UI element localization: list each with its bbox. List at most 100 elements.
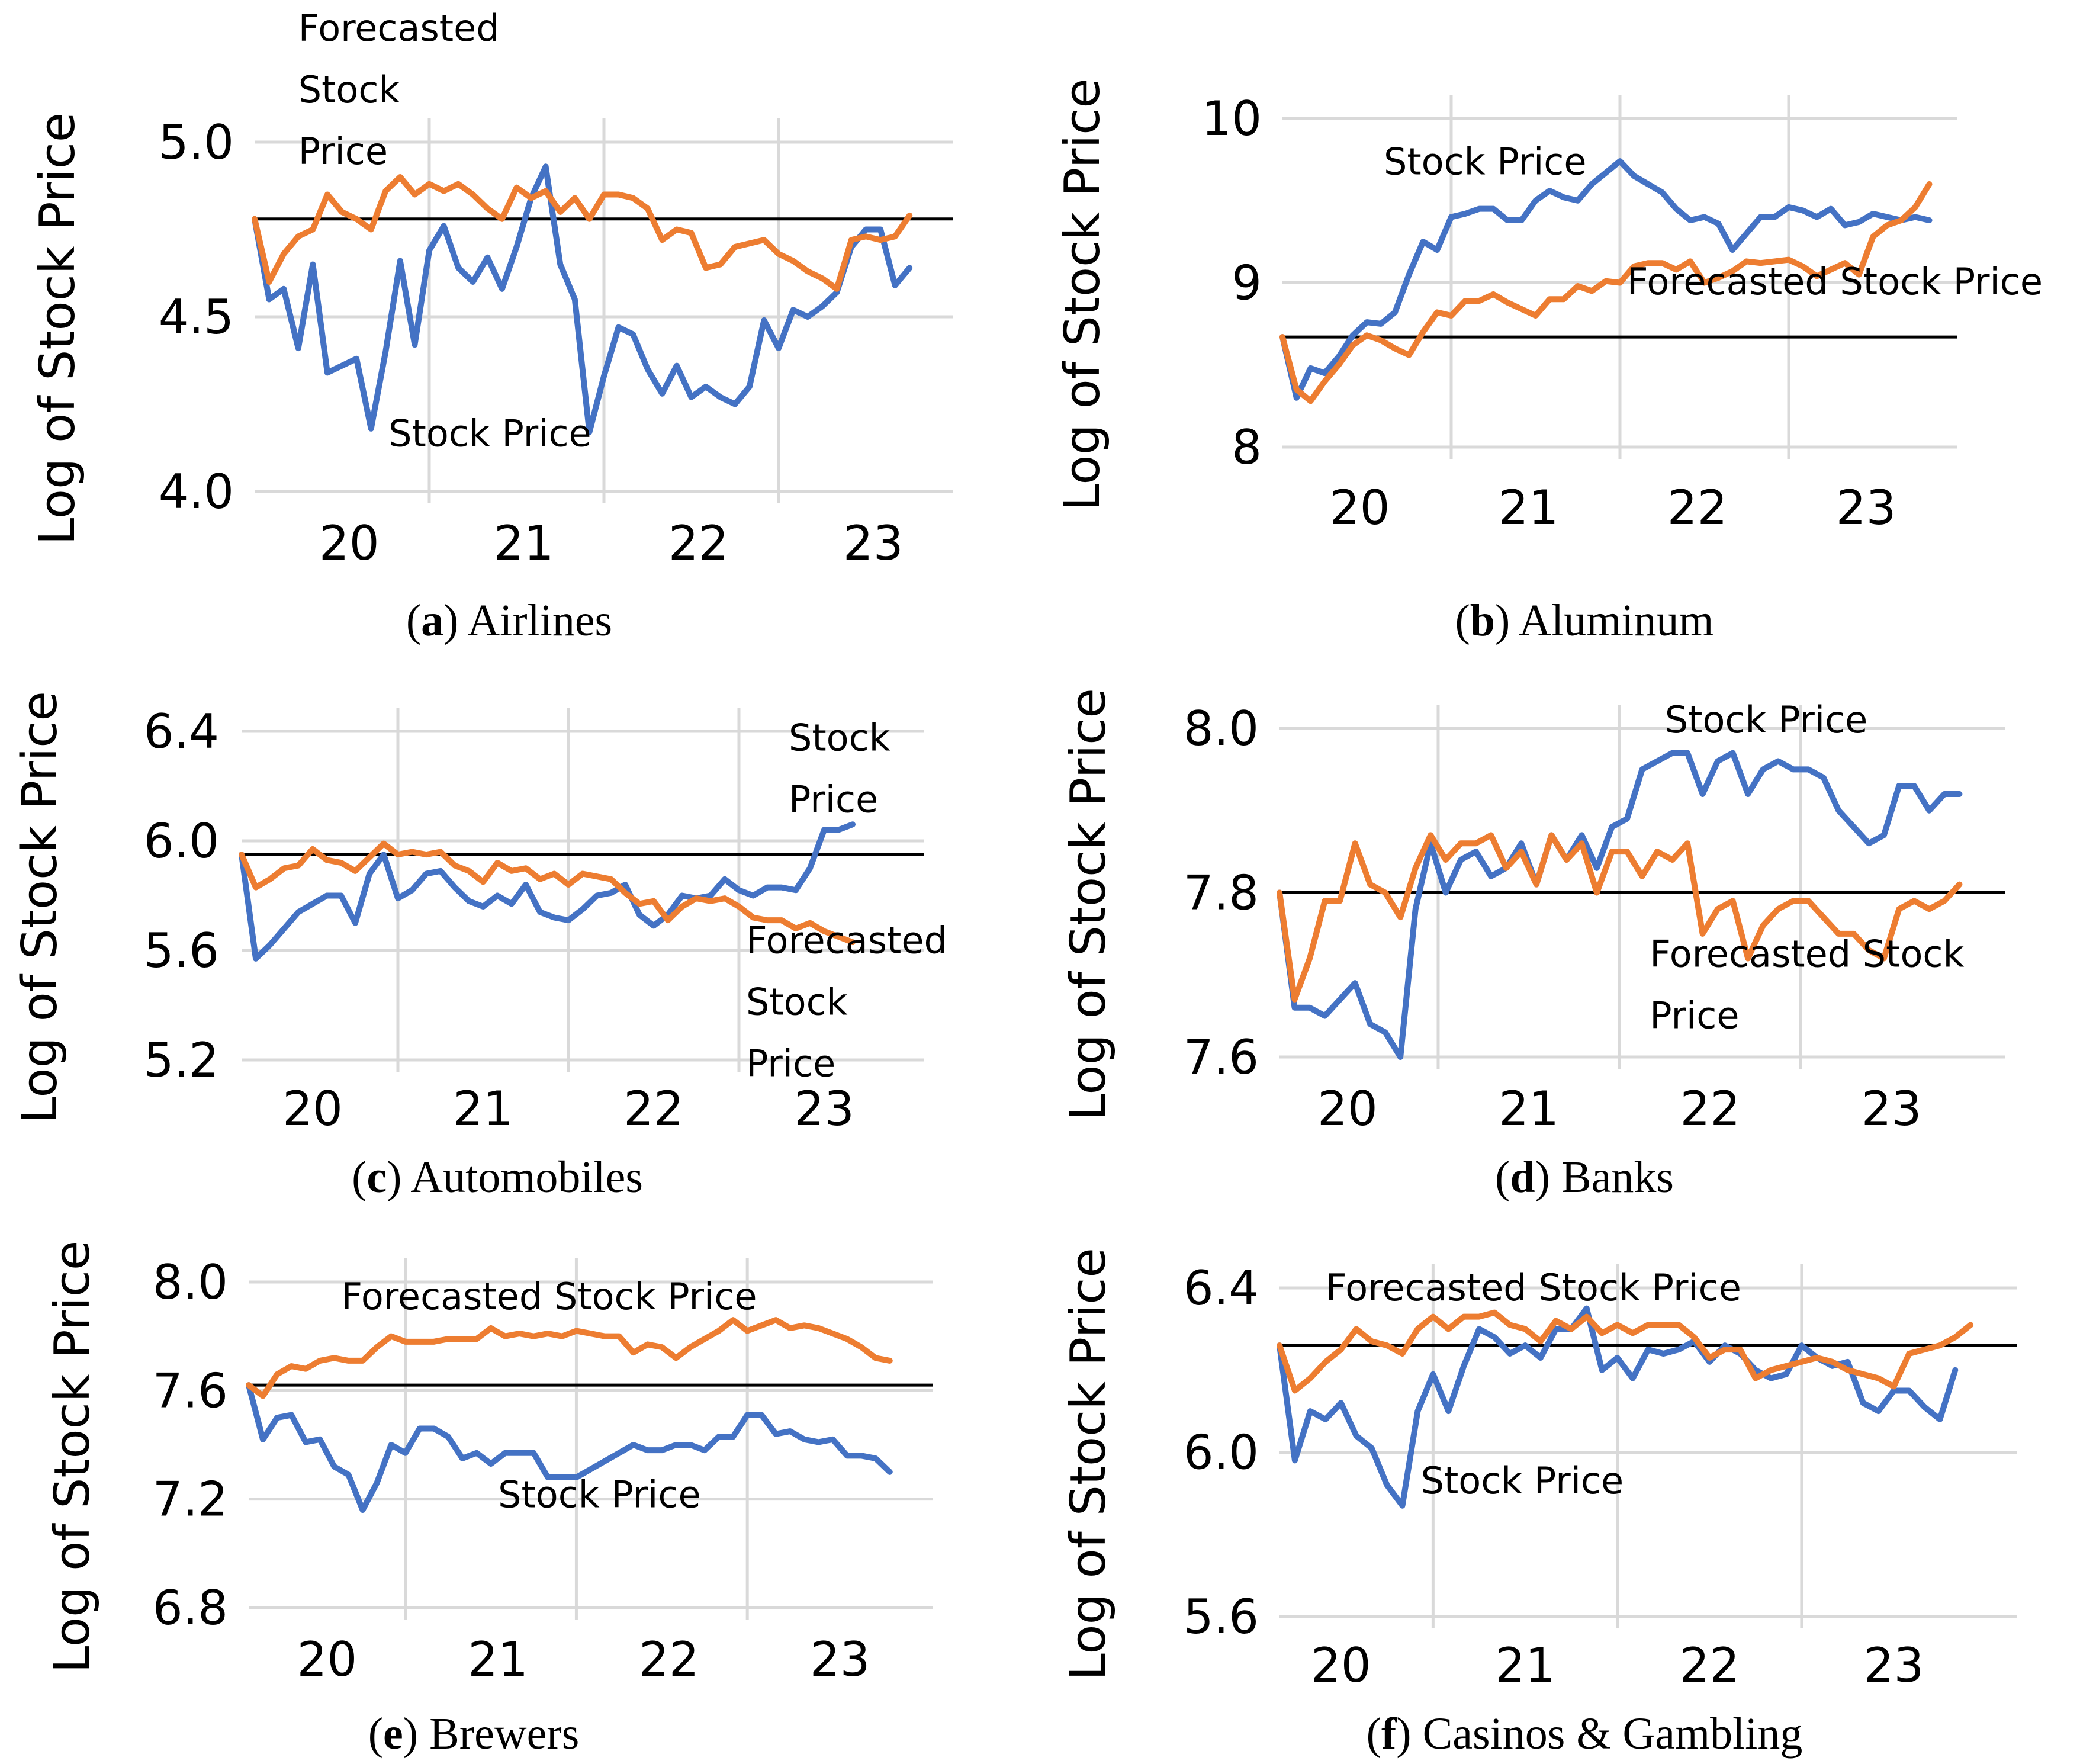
caption-letter: b [1470, 596, 1496, 645]
y-axis-title: Log of Stock Price [1060, 688, 1117, 1121]
x-tick-label: 23 [794, 1081, 854, 1136]
forecasted-stock-price-line [1277, 1309, 1974, 1394]
y-tick-label: 6.0 [144, 814, 219, 869]
annotation-stock-price: Stock Price [1384, 140, 1587, 183]
caption-title: Brewers [429, 1709, 580, 1759]
annotation-forecasted-stock-price: Forecasted [746, 919, 947, 962]
chart-panel-aluminum: 8 9 10 20 21 22 23 Log of Stock Price Stock Pric… [1040, 0, 2080, 645]
x-tick-label: 23 [1836, 480, 1896, 535]
x-tick-label: 21 [1499, 1081, 1559, 1136]
x-tick-label: 22 [623, 1081, 684, 1136]
x-tick-label: 23 [1862, 1081, 1922, 1136]
annotation-forecasted-stock-price: Stock [746, 981, 848, 1024]
chart-casinos-gambling-plot: 5.6 6.0 6.4 20 21 22 23 Log of Stock Price Forec… [1060, 1248, 2017, 1693]
caption-brewers: (e) Brewers [368, 1709, 580, 1759]
stock-price-line [1277, 750, 1963, 1060]
annotation-forecasted-stock-price: Forecasted Stock Price [1326, 1266, 1741, 1309]
y-axis-title: Log of Stock Price [12, 691, 68, 1124]
y-tick-label: 9 [1232, 256, 1262, 311]
chart-panel-banks: 7.6 7.8 8.0 20 21 22 23 Log of Stock Price Stock… [1040, 637, 2080, 1202]
y-tick-label: 4.5 [159, 290, 234, 345]
x-tick-label: 21 [453, 1081, 513, 1136]
chart-panel-casinos-gambling: 5.6 6.0 6.4 20 21 22 23 Log of Stock Price Forec… [1040, 1199, 2080, 1764]
annotation-forecasted-stock-price: Forecasted Stock Price [341, 1275, 757, 1318]
annotation-stock-price: Stock [789, 716, 890, 759]
forecasted-stock-price-line [239, 840, 856, 946]
chart-panel-automobiles: 5.2 5.6 6.0 6.4 20 21 22 23 Log of Stock Price St… [0, 637, 1040, 1202]
annotation-stock-price: Stock Price [388, 412, 591, 455]
stock-price-line [1279, 158, 1933, 401]
x-tick-label: 21 [1495, 1638, 1555, 1693]
x-tick-label: 21 [1499, 480, 1559, 535]
caption-letter: a [421, 596, 444, 645]
x-tick-label: 21 [494, 516, 554, 571]
caption-automobiles: (c) Automobiles [352, 1152, 643, 1202]
chart-airlines-plot: 4.0 4.5 5.0 20 21 22 23 Log of Stock Price Forec… [30, 7, 953, 571]
x-tick-label: 22 [1679, 1638, 1740, 1693]
forecasted-stock-price-line [1279, 181, 1933, 404]
y-tick-label: 6.8 [153, 1580, 228, 1636]
y-tick-label: 8.0 [1184, 701, 1259, 756]
annotation-stock-price: Stock Price [1421, 1459, 1624, 1502]
x-tick-label: 20 [319, 516, 380, 571]
forecasted-stock-price-line [1277, 832, 1963, 1003]
y-tick-label: 7.6 [1184, 1030, 1259, 1085]
x-tick-label: 22 [639, 1632, 699, 1687]
caption-title: Aluminum [1519, 596, 1714, 645]
y-tick-label: 8 [1232, 420, 1262, 475]
x-tick-label: 23 [843, 516, 904, 571]
forecasted-stock-price-line [246, 1317, 893, 1399]
forecasted-stock-price-line [252, 174, 913, 292]
x-tick-label: 22 [1680, 1081, 1740, 1136]
x-tick-label: 20 [282, 1081, 343, 1136]
y-axis-title: Log of Stock Price [1060, 1248, 1117, 1681]
stock-price-line [252, 163, 913, 435]
stock-price-line [1277, 1305, 1959, 1509]
x-tick-label: 23 [1864, 1638, 1924, 1693]
y-tick-label: 6.4 [144, 704, 219, 759]
caption-letter: e [383, 1709, 403, 1759]
chart-brewers-plot: 6.8 7.2 7.6 8.0 20 21 22 23 Log of Stock Price Fo… [44, 1241, 933, 1687]
annotation-forecasted-stock-price: Price [1650, 994, 1739, 1037]
y-tick-label: 7.6 [153, 1363, 228, 1418]
caption-title: Airlines [467, 596, 613, 645]
annotation-forecasted-stock-price: Price [298, 130, 388, 173]
annotation-forecasted-stock-price: Forecasted [298, 7, 500, 50]
x-tick-label: 23 [810, 1632, 870, 1687]
x-tick-label: 22 [1667, 480, 1728, 535]
y-axis-title: Log of Stock Price [44, 1241, 101, 1673]
x-tick-label: 20 [1330, 480, 1390, 535]
annotation-stock-price: Stock Price [1665, 698, 1868, 741]
y-axis-title: Log of Stock Price [1055, 78, 1111, 511]
chart-panel-brewers: 6.8 7.2 7.6 8.0 20 21 22 23 Log of Stock Price Fo… [0, 1199, 1040, 1764]
caption-letter: f [1381, 1709, 1397, 1759]
chart-panel-airlines: 4.0 4.5 5.0 20 21 22 23 Log of Stock Price Forec… [0, 0, 1040, 645]
caption-title: Automobiles [410, 1152, 643, 1202]
annotation-stock-price: Stock Price [498, 1473, 701, 1516]
caption-letter: d [1510, 1152, 1535, 1202]
y-axis-title: Log of Stock Price [30, 113, 86, 545]
caption-banks: (d) Banks [1495, 1152, 1674, 1202]
annotation-stock-price: Price [789, 777, 878, 821]
caption-title: Casinos & Gambling [1422, 1709, 1803, 1759]
caption-letter: c [367, 1152, 387, 1202]
x-tick-label: 20 [1311, 1638, 1371, 1693]
x-tick-label: 20 [297, 1632, 357, 1687]
stock-price-line [246, 1382, 893, 1513]
stock-price-line [239, 821, 856, 962]
caption-title: Banks [1561, 1152, 1674, 1202]
chart-automobiles-plot: 5.2 5.6 6.0 6.4 20 21 22 23 Log of Stock Price St… [12, 691, 947, 1136]
y-tick-label: 7.2 [153, 1472, 228, 1527]
caption-casinos-gambling: (f) Casinos & Gambling [1366, 1709, 1803, 1759]
annotation-forecasted-stock-price: Stock [298, 68, 400, 111]
y-tick-label: 5.0 [159, 115, 234, 170]
y-tick-label: 6.0 [1184, 1425, 1259, 1480]
chart-aluminum-plot: 8 9 10 20 21 22 23 Log of Stock Price Stock Pric… [1055, 78, 2043, 535]
y-tick-label: 5.2 [144, 1033, 219, 1088]
y-tick-label: 10 [1201, 91, 1262, 146]
caption-aluminum: (b) Aluminum [1455, 596, 1714, 645]
caption-airlines: (a) Airlines [406, 596, 613, 645]
chart-banks-plot: 7.6 7.8 8.0 20 21 22 23 Log of Stock Price Stock… [1060, 688, 2005, 1136]
y-tick-label: 8.0 [153, 1255, 228, 1310]
